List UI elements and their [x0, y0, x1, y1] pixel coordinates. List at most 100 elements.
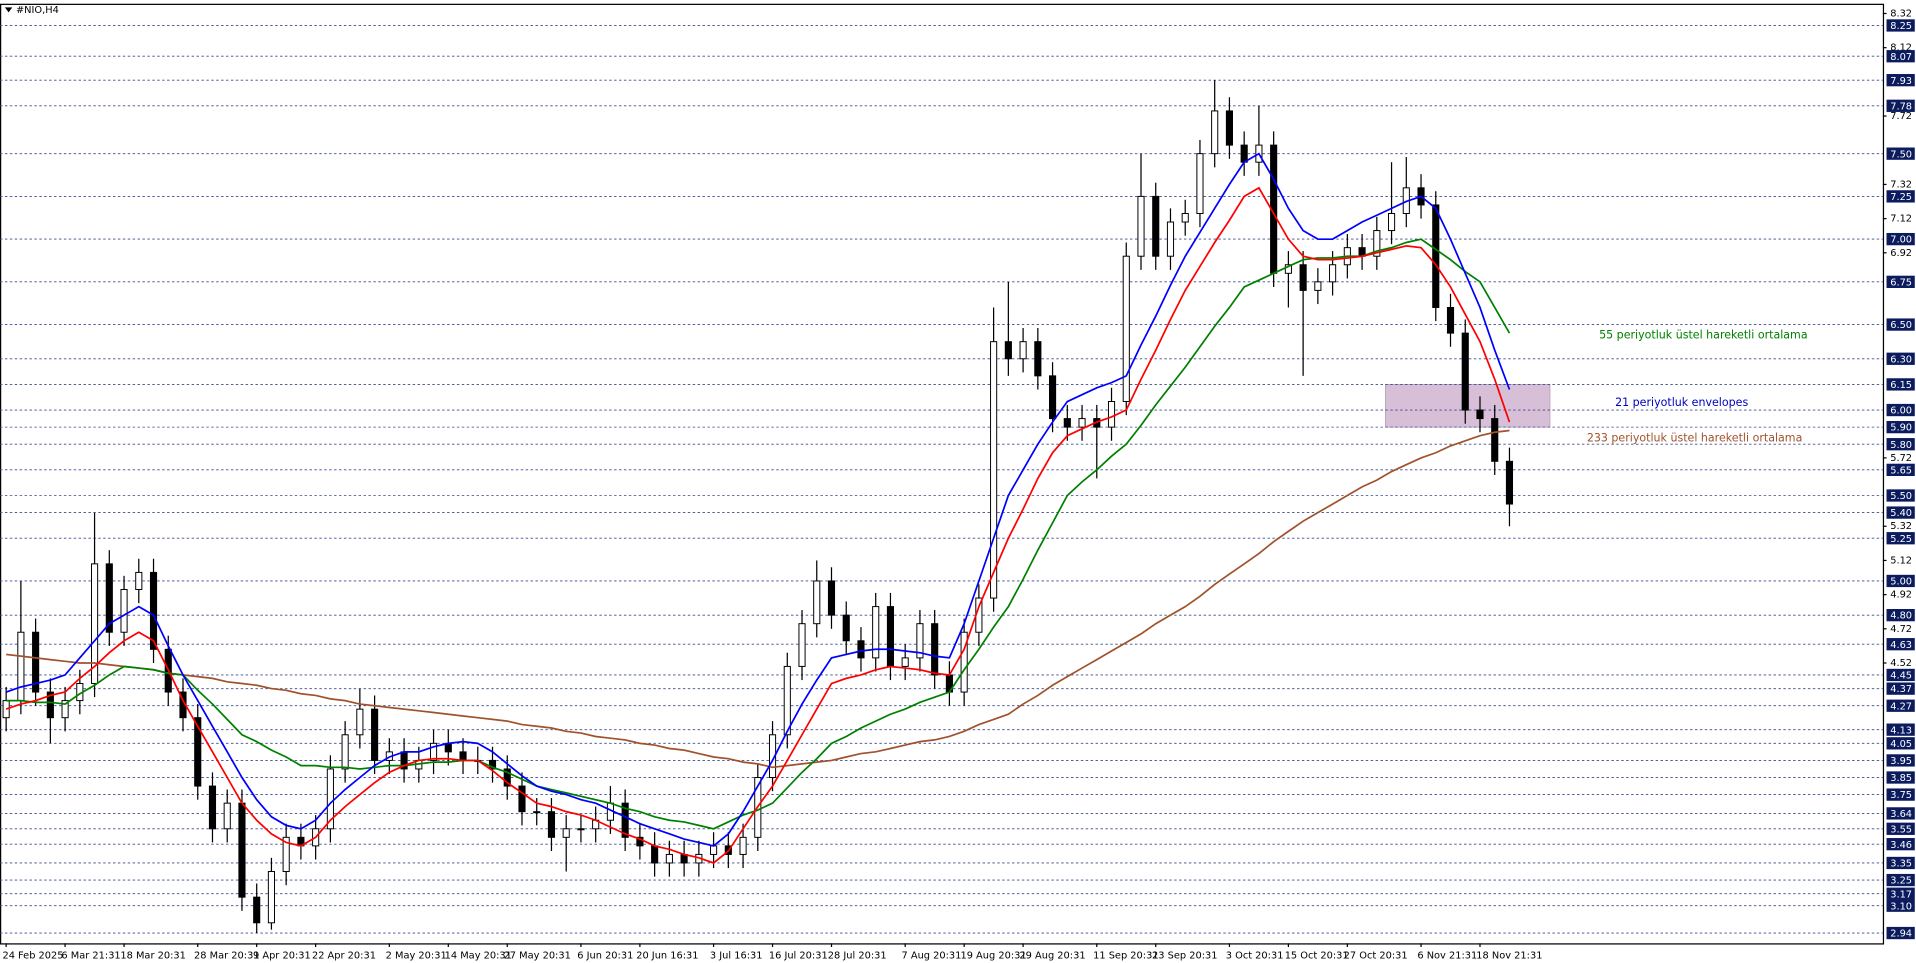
- y-tick-label: 4.72: [1890, 624, 1912, 635]
- level-box: [1886, 771, 1915, 784]
- level-label: 5.80: [1890, 440, 1912, 451]
- x-tick-label: 6 Jun 20:31: [577, 951, 633, 962]
- level-label: 7.00: [1890, 235, 1912, 246]
- candle-body: [1476, 409, 1484, 420]
- candle-body: [990, 341, 998, 599]
- plot-layer: 8.32 8.12 7.72 7.32 7.12 6.92 5.72 5.32 5.12 4.92…: [0, 9, 1915, 962]
- candle-body: [459, 751, 467, 761]
- candle-body: [1432, 204, 1440, 308]
- candle-body: [120, 589, 128, 633]
- x-tick-label: 14 May 20:31: [445, 951, 512, 962]
- level-label: 3.46: [1890, 840, 1912, 851]
- y-tick-label: 7.32: [1890, 179, 1912, 190]
- chart-title: #NIO,H4: [16, 5, 59, 16]
- candle-body: [429, 742, 438, 761]
- y-tick-label: 7.12: [1890, 214, 1912, 225]
- x-tick-label: 11 Sep 20:31: [1093, 951, 1159, 962]
- annotation: 233 periyotluk üstel hareketli ortalama: [1587, 432, 1803, 445]
- x-tick-label: 29 Aug 20:31: [1019, 951, 1085, 962]
- level-box: [1886, 74, 1915, 87]
- candle-body: [798, 623, 806, 667]
- level-box: [1886, 608, 1915, 622]
- level-box: [1886, 232, 1915, 246]
- candle-body: [91, 563, 99, 684]
- level-box: [1886, 638, 1915, 651]
- candle-body: [1196, 153, 1204, 214]
- level-box: [1886, 378, 1915, 391]
- candle-body: [1019, 341, 1027, 360]
- candle-body: [813, 580, 821, 625]
- level-label: 6.30: [1890, 354, 1912, 365]
- candle-body: [1240, 144, 1248, 163]
- candle-body: [1446, 306, 1455, 334]
- level-box: [1886, 19, 1915, 32]
- x-tick-label: 20 Jun 16:31: [636, 951, 698, 962]
- level-label: 4.05: [1890, 739, 1912, 750]
- level-label: 4.27: [1890, 701, 1912, 712]
- x-tick-label: 9 Apr 20:31: [253, 951, 311, 962]
- candle-body: [1314, 281, 1322, 291]
- candle-body: [1166, 221, 1175, 257]
- y-tick-label: 4.52: [1890, 658, 1912, 669]
- menu-arrow[interactable]: [4, 7, 13, 13]
- candle-body: [783, 665, 791, 736]
- x-tick-label: 2 May 20:31: [386, 951, 447, 962]
- level-label: 5.65: [1890, 465, 1912, 476]
- level-box: [1886, 873, 1915, 887]
- candle-body: [503, 768, 511, 787]
- candle-body: [1107, 400, 1116, 428]
- level-label: 3.85: [1890, 773, 1912, 784]
- x-tick-label: 6 Mar 21:31: [61, 951, 120, 962]
- level-label: 6.00: [1890, 406, 1912, 417]
- level-box: [1886, 926, 1915, 940]
- level-label: 5.50: [1890, 491, 1912, 502]
- x-tick-label: 3 Jul 16:31: [710, 951, 763, 962]
- candle-body: [1049, 375, 1057, 420]
- candle-body: [739, 836, 747, 855]
- level-label: 3.10: [1890, 901, 1912, 912]
- level-box: [1886, 699, 1915, 712]
- x-tick-label: 19 Aug 20:31: [960, 951, 1026, 962]
- level-box: [1886, 788, 1915, 801]
- level-label: 3.64: [1890, 809, 1912, 820]
- x-tick-label: 3 Oct 20:31: [1226, 951, 1284, 962]
- level-label: 3.95: [1890, 756, 1912, 767]
- candle-body: [1078, 418, 1086, 428]
- level-box: [1886, 403, 1915, 417]
- level-box: [1886, 856, 1915, 870]
- candle-body: [371, 708, 379, 761]
- level-label: 6.50: [1890, 320, 1912, 331]
- x-tick-label: 24 Feb 2025: [2, 951, 63, 962]
- y-tick-label: 5.32: [1890, 521, 1912, 532]
- x-tick-label: 28 Mar 20:31: [194, 951, 260, 962]
- x-tick-label: 22 Apr 20:31: [312, 951, 376, 962]
- level-box: [1886, 352, 1915, 365]
- candle-body: [1063, 418, 1071, 428]
- candle-body: [1284, 264, 1292, 274]
- candle-body: [533, 811, 541, 814]
- candle-body: [931, 623, 939, 676]
- candle-body: [547, 811, 556, 838]
- x-tick-label: 16 Jul 20:31: [769, 951, 828, 962]
- candle-body: [886, 606, 895, 667]
- level-label: 4.37: [1890, 684, 1912, 695]
- x-tick-label: 6 Nov 21:31: [1417, 951, 1477, 962]
- level-box: [1886, 682, 1915, 695]
- candle-body: [1152, 195, 1160, 257]
- candle-body: [1225, 110, 1233, 146]
- level-label: 7.93: [1890, 76, 1912, 87]
- candle-body: [238, 802, 246, 898]
- x-tick-label: 18 Mar 20:31: [120, 951, 186, 962]
- candle-body: [665, 853, 673, 864]
- candle-body: [562, 828, 570, 838]
- level-label: 8.25: [1890, 21, 1912, 32]
- level-box: [1886, 668, 1915, 682]
- y-tick-label: 8.32: [1890, 9, 1912, 20]
- level-box: [1886, 489, 1915, 502]
- candle-body: [518, 785, 526, 813]
- level-label: 3.17: [1890, 889, 1912, 900]
- level-label: 3.35: [1890, 859, 1912, 870]
- level-box: [1886, 190, 1915, 203]
